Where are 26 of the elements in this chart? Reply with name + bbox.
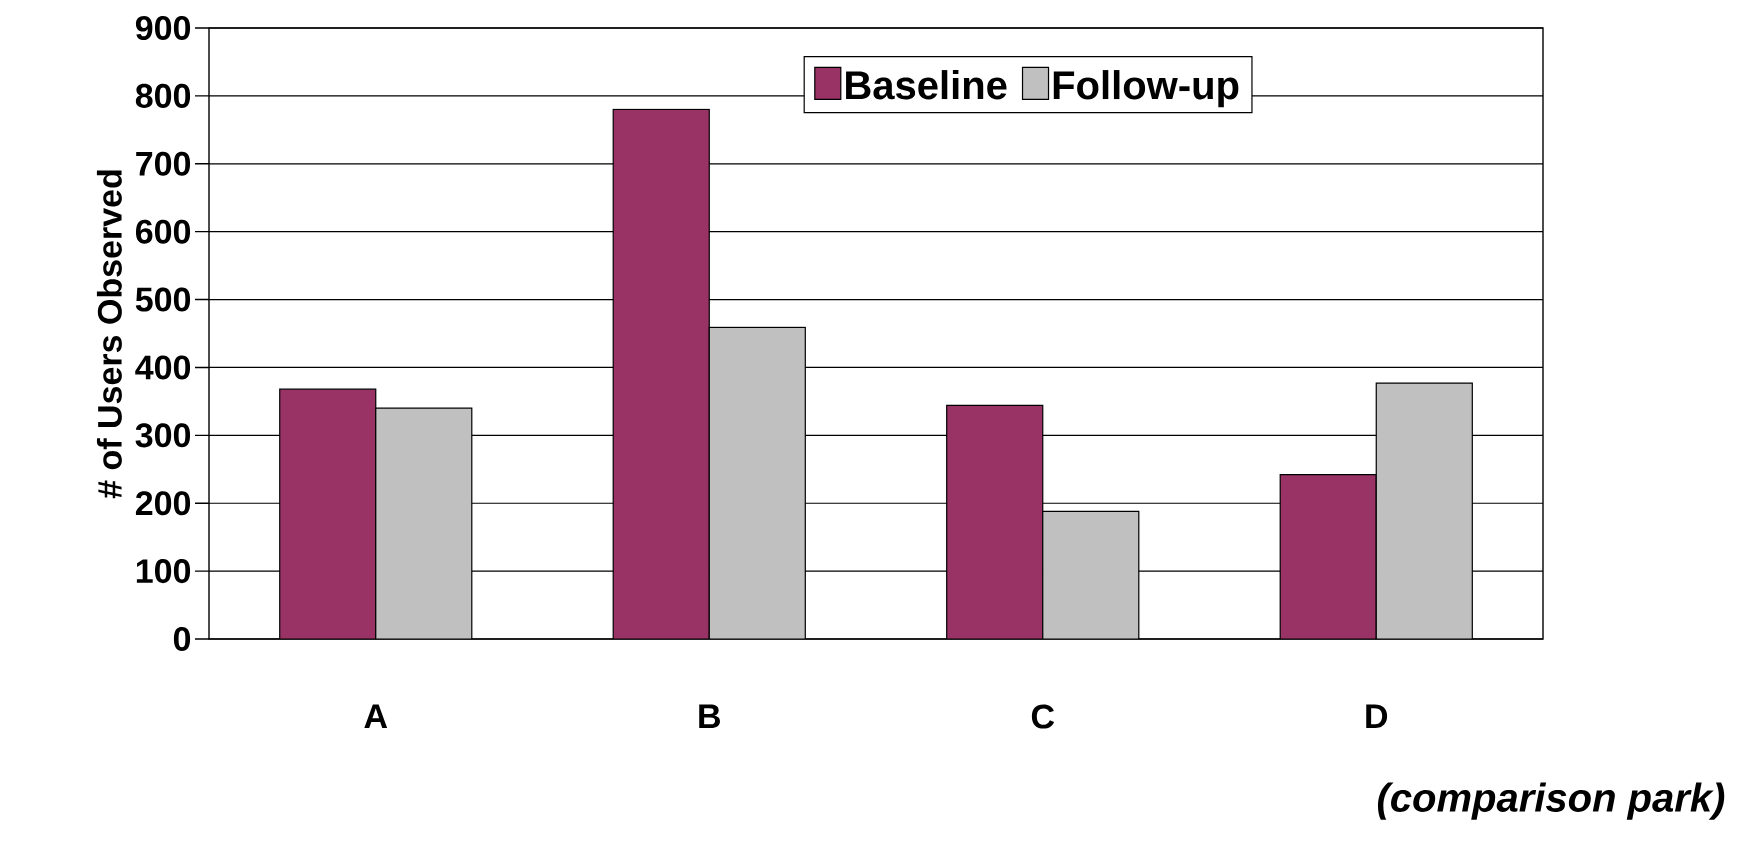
y-tick-label: 100 bbox=[136, 559, 191, 584]
x-tick-label: B bbox=[699, 704, 720, 728]
bar bbox=[279, 388, 377, 639]
x-axis-title: (comparison park) bbox=[1377, 782, 1725, 820]
bar bbox=[1279, 474, 1377, 639]
bar bbox=[1042, 510, 1140, 639]
x-tick-label: C bbox=[1031, 704, 1055, 729]
y-axis-title: # of Users Observed bbox=[96, 170, 122, 499]
bar bbox=[946, 404, 1044, 639]
x-tick-label: D bbox=[1366, 704, 1388, 728]
y-tick-label: 500 bbox=[135, 287, 191, 312]
y-tick-label: 700 bbox=[136, 151, 191, 176]
y-tick-label: 900 bbox=[135, 15, 191, 41]
legend-label: Follow-up bbox=[1053, 70, 1239, 108]
y-tick-label: 300 bbox=[135, 423, 191, 448]
legend-label: Baseline bbox=[846, 70, 1007, 100]
y-tick-label: 600 bbox=[135, 219, 191, 244]
bar bbox=[375, 407, 473, 639]
y-tick-label: 200 bbox=[135, 491, 191, 516]
y-tick-label: 400 bbox=[135, 355, 191, 380]
y-tick-label: 800 bbox=[135, 83, 191, 108]
y-tick-label: 0 bbox=[173, 626, 191, 652]
bar bbox=[1375, 382, 1473, 639]
bar bbox=[708, 326, 806, 639]
x-tick-label: A bbox=[364, 704, 388, 728]
bar bbox=[612, 108, 710, 639]
